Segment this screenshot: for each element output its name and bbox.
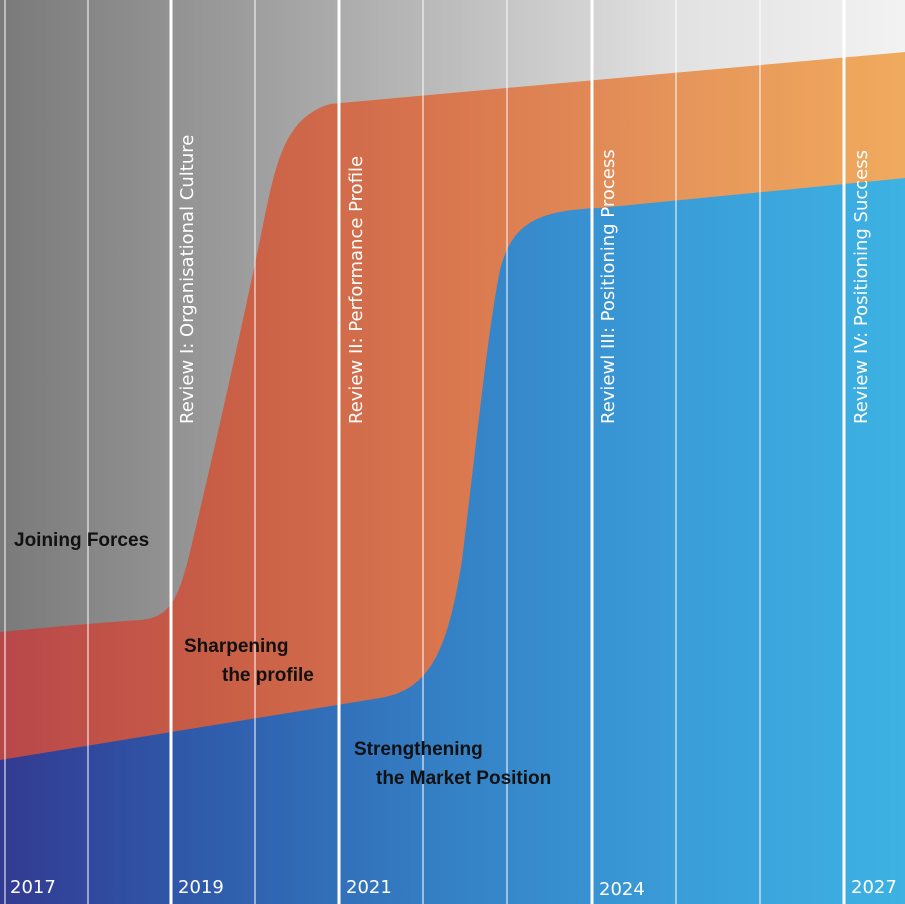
column-dividers xyxy=(4,0,846,904)
year-label-2017: 2017 xyxy=(10,877,56,898)
review-label-1: Review I: Organisational Culture xyxy=(177,135,198,424)
label-strengthening-line2: the Market Position xyxy=(376,768,551,789)
year-label-2021: 2021 xyxy=(346,877,392,898)
year-label-2027: 2027 xyxy=(851,877,897,898)
label-joining-forces: Joining Forces xyxy=(14,530,149,551)
blue-band-market-position xyxy=(0,178,905,904)
label-strengthening-line1: Strengthening xyxy=(354,739,483,760)
year-label-2019: 2019 xyxy=(178,877,224,898)
label-sharpening-line2: the profile xyxy=(222,665,314,686)
year-label-2024: 2024 xyxy=(599,879,645,900)
review-label-3: Reviewl III: Positioning Process xyxy=(598,149,619,424)
label-sharpening-line1: Sharpening xyxy=(184,636,289,657)
review-label-4: Review IV: Positioning Success xyxy=(851,150,872,424)
review-label-2: Review II: Performance Profile xyxy=(346,156,367,424)
